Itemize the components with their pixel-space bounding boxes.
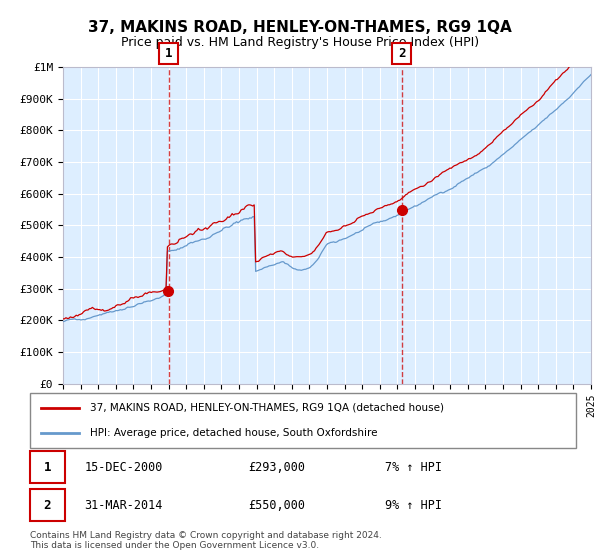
Text: HPI: Average price, detached house, South Oxfordshire: HPI: Average price, detached house, Sout… (90, 428, 377, 438)
Text: 2: 2 (44, 498, 51, 512)
Text: 9% ↑ HPI: 9% ↑ HPI (385, 498, 442, 512)
Text: 31-MAR-2014: 31-MAR-2014 (85, 498, 163, 512)
Text: 15-DEC-2000: 15-DEC-2000 (85, 460, 163, 474)
FancyBboxPatch shape (30, 489, 65, 521)
Text: Contains HM Land Registry data © Crown copyright and database right 2024.
This d: Contains HM Land Registry data © Crown c… (30, 531, 382, 550)
Text: 7% ↑ HPI: 7% ↑ HPI (385, 460, 442, 474)
FancyBboxPatch shape (30, 393, 576, 448)
Text: 2: 2 (398, 47, 406, 60)
Text: 1: 1 (44, 460, 51, 474)
Text: 37, MAKINS ROAD, HENLEY-ON-THAMES, RG9 1QA (detached house): 37, MAKINS ROAD, HENLEY-ON-THAMES, RG9 1… (90, 403, 444, 413)
Text: £293,000: £293,000 (248, 460, 305, 474)
Text: 37, MAKINS ROAD, HENLEY-ON-THAMES, RG9 1QA: 37, MAKINS ROAD, HENLEY-ON-THAMES, RG9 1… (88, 20, 512, 35)
Text: Price paid vs. HM Land Registry's House Price Index (HPI): Price paid vs. HM Land Registry's House … (121, 36, 479, 49)
Text: £550,000: £550,000 (248, 498, 305, 512)
Text: 1: 1 (165, 47, 172, 60)
FancyBboxPatch shape (30, 451, 65, 483)
